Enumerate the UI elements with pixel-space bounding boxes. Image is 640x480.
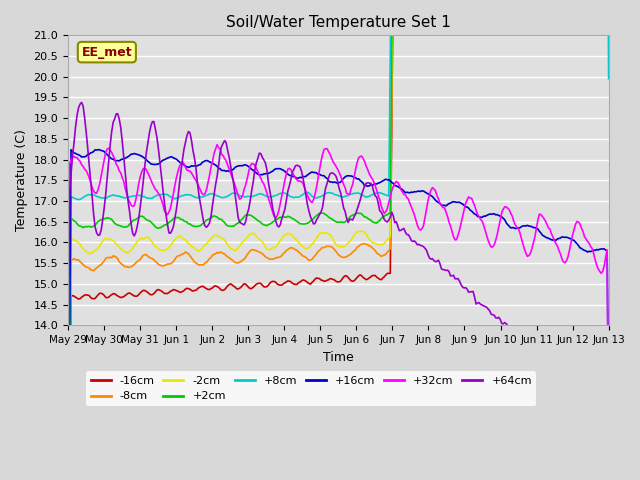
Line: +2cm: +2cm xyxy=(68,0,609,480)
-8cm xyxy=(131,262,138,267)
+32cm xyxy=(213,142,221,147)
Line: -16cm: -16cm xyxy=(68,0,609,480)
+32cm xyxy=(302,189,310,195)
+64cm xyxy=(245,206,253,212)
-8cm xyxy=(243,252,251,257)
-16cm xyxy=(243,283,251,289)
+64cm xyxy=(227,163,234,169)
-8cm xyxy=(225,255,233,261)
+16cm xyxy=(227,168,234,174)
+16cm xyxy=(576,245,584,251)
-2cm xyxy=(131,243,138,249)
+64cm xyxy=(132,229,140,235)
+32cm xyxy=(254,168,262,174)
+8cm xyxy=(225,192,233,198)
Y-axis label: Temperature (C): Temperature (C) xyxy=(15,129,28,231)
-2cm xyxy=(252,233,260,239)
-8cm xyxy=(301,253,308,259)
Text: EE_met: EE_met xyxy=(81,46,132,59)
+16cm xyxy=(302,173,310,179)
Title: Soil/Water Temperature Set 1: Soil/Water Temperature Set 1 xyxy=(226,15,451,30)
+2cm xyxy=(131,217,138,223)
Line: -8cm: -8cm xyxy=(68,0,609,480)
-16cm xyxy=(252,281,260,287)
+2cm xyxy=(301,221,308,227)
-16cm xyxy=(131,293,138,299)
+2cm xyxy=(252,216,260,222)
+8cm xyxy=(243,193,251,199)
+64cm xyxy=(605,419,612,424)
Line: +16cm: +16cm xyxy=(68,150,609,480)
-2cm xyxy=(225,244,233,250)
+64cm xyxy=(77,99,85,105)
+8cm xyxy=(64,477,72,480)
+2cm xyxy=(243,212,251,218)
+32cm xyxy=(64,410,72,416)
+16cm xyxy=(245,164,253,169)
+64cm xyxy=(576,389,584,395)
-16cm xyxy=(225,282,233,288)
+2cm xyxy=(225,223,233,229)
+16cm xyxy=(132,151,140,157)
+32cm xyxy=(245,168,253,174)
+32cm xyxy=(576,221,584,227)
Line: +32cm: +32cm xyxy=(68,144,609,465)
+8cm xyxy=(605,76,612,82)
+16cm xyxy=(96,147,104,153)
X-axis label: Time: Time xyxy=(323,350,354,363)
-2cm xyxy=(301,245,308,251)
+8cm xyxy=(301,190,308,196)
+16cm xyxy=(605,412,612,418)
+8cm xyxy=(131,193,138,199)
Line: +64cm: +64cm xyxy=(68,102,609,480)
Line: +8cm: +8cm xyxy=(68,0,609,480)
+32cm xyxy=(605,462,612,468)
-2cm xyxy=(243,234,251,240)
+64cm xyxy=(302,193,310,199)
-16cm xyxy=(301,277,308,283)
+64cm xyxy=(254,156,262,161)
-8cm xyxy=(252,248,260,253)
Line: -2cm: -2cm xyxy=(68,0,609,480)
Legend: -16cm, -8cm, -2cm, +2cm, +8cm, +16cm, +32cm, +64cm: -16cm, -8cm, -2cm, +2cm, +8cm, +16cm, +3… xyxy=(86,372,536,406)
+32cm xyxy=(227,170,234,176)
+8cm xyxy=(252,192,260,198)
+32cm xyxy=(131,203,138,209)
+16cm xyxy=(254,171,262,177)
